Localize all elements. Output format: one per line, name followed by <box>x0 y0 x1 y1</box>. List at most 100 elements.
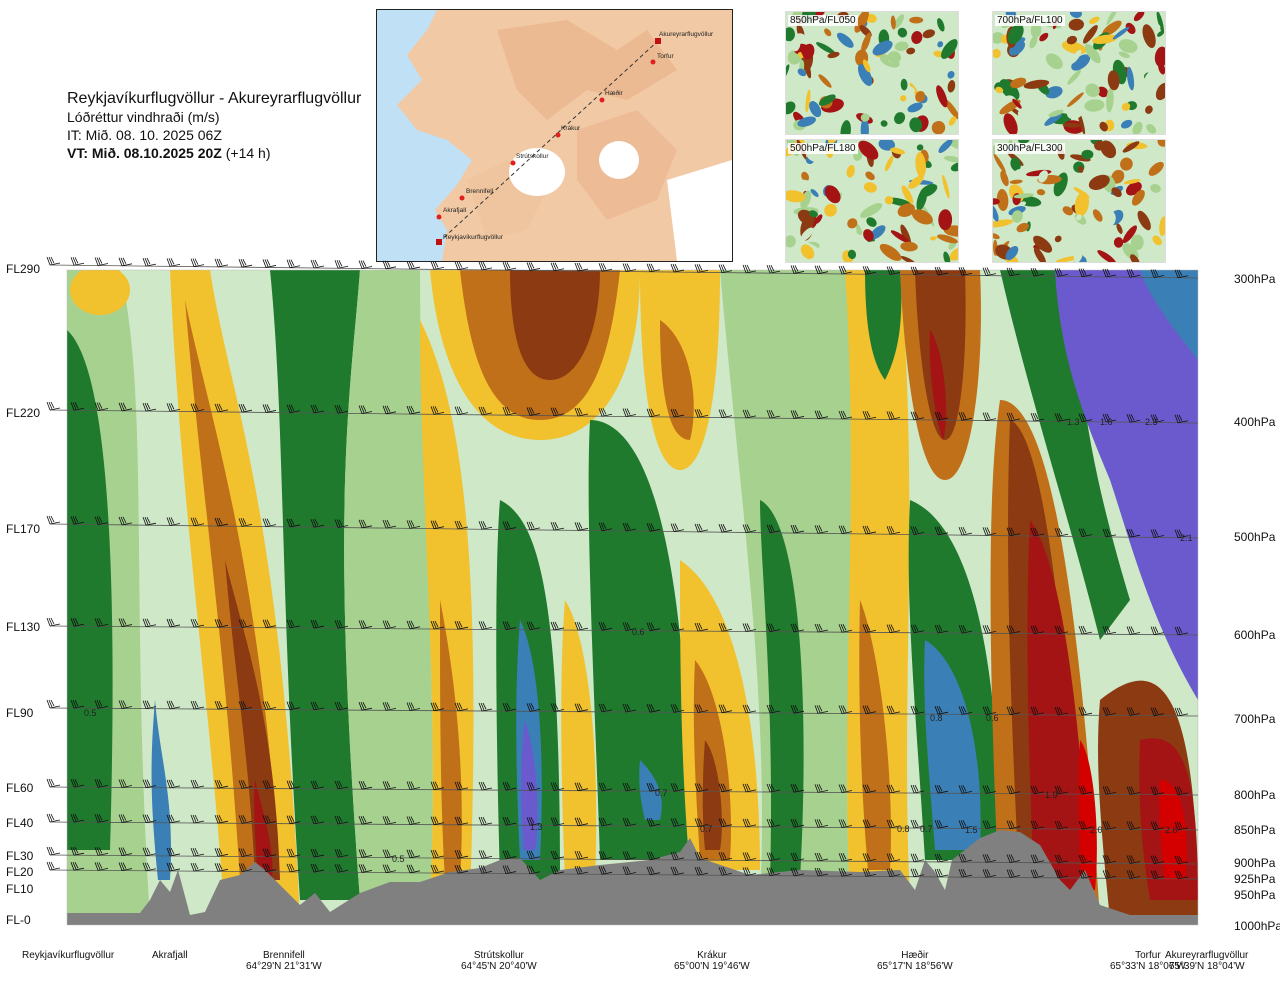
wind-barb <box>46 617 61 627</box>
wind-barb <box>550 521 565 531</box>
wind-barb <box>406 864 421 874</box>
wind-barb <box>718 852 733 861</box>
level-lines <box>49 264 1199 880</box>
wind-barb <box>526 782 541 791</box>
panel-blob <box>1150 184 1161 193</box>
wind-barb <box>742 704 757 714</box>
band-orange <box>660 320 694 440</box>
wind-barb <box>646 622 661 632</box>
wind-barb <box>982 625 997 634</box>
panel-blob <box>1029 35 1038 49</box>
wind-barb <box>286 780 301 790</box>
panel-blob <box>1068 18 1084 31</box>
wind-barb <box>238 815 253 824</box>
map-label-strutskollur: Strútskollur <box>516 153 549 160</box>
wind-barb <box>334 849 349 858</box>
panel-blob <box>937 234 958 244</box>
panel-blob <box>1118 39 1138 53</box>
wind-barb <box>1126 870 1141 879</box>
panel-blob <box>949 247 958 261</box>
panel-map <box>993 12 1165 134</box>
wind-barb <box>406 620 421 630</box>
panel-blob <box>786 27 796 42</box>
panel-blob <box>1157 30 1165 37</box>
wind-barb <box>1150 870 1165 880</box>
route-map: Akureyrarflugvöllur Torfur Hæðir Krákur … <box>376 9 733 262</box>
wind-barb <box>94 814 109 823</box>
wind-barb <box>886 526 901 535</box>
wind-barb <box>646 523 661 532</box>
wind-barb <box>454 702 469 712</box>
wind-barb <box>46 813 61 823</box>
panel-blob <box>909 117 923 133</box>
wind-barb <box>910 705 925 715</box>
wind-barb <box>334 405 349 414</box>
wind-barb <box>454 621 469 630</box>
location-label: Akureyrarflugvöllur 65°39'N 18°04'W <box>1165 950 1248 972</box>
panel-blob <box>1105 211 1116 227</box>
fl-label: FL40 <box>6 816 34 830</box>
wind-barb <box>526 407 541 416</box>
terrain <box>67 830 1198 925</box>
wind-barb <box>838 410 853 420</box>
panel-blob <box>809 101 822 118</box>
wind-barb <box>1102 626 1117 635</box>
panel-blob <box>1030 22 1042 38</box>
wind-barb <box>94 847 109 856</box>
pressure-label: 900hPa <box>1234 856 1276 870</box>
location-label: Akrafjall <box>152 950 188 961</box>
contour-labels: 1.3 1.6 2.3 2.1 0.6 0.5 0.8 0.6 0.7 1.9 1.3 0.7 0.8 0… <box>84 417 1193 864</box>
location-name: Akureyrarflugvöllur <box>1165 950 1249 961</box>
wind-barb <box>694 783 709 792</box>
wind-barb <box>502 781 517 791</box>
wind-barb <box>742 867 757 876</box>
pressure-label: 400hPa <box>1234 415 1276 429</box>
panel-blob <box>791 35 801 52</box>
wind-barb <box>382 816 397 825</box>
wind-barb <box>1006 267 1021 277</box>
wind-barb <box>694 818 709 827</box>
wind-barb <box>166 517 181 526</box>
wind-barb <box>358 260 373 269</box>
panel-blob <box>786 170 794 187</box>
map-marker <box>436 239 442 245</box>
fl-label: FL90 <box>6 706 34 720</box>
wind-barb <box>478 865 493 874</box>
location-label: Brennifell 64°29'N 21°31'W <box>246 950 322 972</box>
panel-blob <box>840 120 851 134</box>
panel-blob <box>1125 22 1136 35</box>
panel-blob <box>915 152 926 178</box>
wind-barb <box>1030 820 1045 830</box>
panel-blob <box>1113 237 1124 248</box>
panel-blob <box>1023 79 1050 89</box>
wind-barb <box>790 867 805 877</box>
wind-barb <box>118 700 133 709</box>
wind-barb <box>214 863 229 872</box>
wind-barb <box>46 699 61 709</box>
wind-barb <box>262 815 277 824</box>
panel-blob <box>906 47 916 55</box>
wind-barb <box>430 261 445 270</box>
wind-barb <box>910 624 925 634</box>
panel-blob <box>1000 170 1009 187</box>
location-name: Brennifell <box>263 950 305 961</box>
wind-barb <box>550 782 565 791</box>
location-label: Torfur 65°33'N 18°07'W <box>1110 950 1186 972</box>
wind-barb <box>694 866 709 876</box>
wind-barb <box>1006 869 1021 878</box>
wind-barb <box>1174 870 1189 880</box>
wind-barb <box>1054 625 1069 635</box>
wind-barb <box>838 868 853 877</box>
wind-barb <box>1078 707 1093 716</box>
wind-barb <box>454 850 469 859</box>
wind-barb <box>790 524 805 534</box>
panel-blob <box>1045 53 1063 70</box>
gridline-fl220 <box>49 409 1199 424</box>
panel-blob <box>1078 165 1084 173</box>
panel-blob <box>1155 82 1165 101</box>
wind-barb <box>1054 869 1069 879</box>
panel-blob <box>943 225 958 237</box>
wind-barb <box>382 864 397 874</box>
contour-label: 0.6 <box>986 713 999 723</box>
panel-blob <box>887 51 902 64</box>
